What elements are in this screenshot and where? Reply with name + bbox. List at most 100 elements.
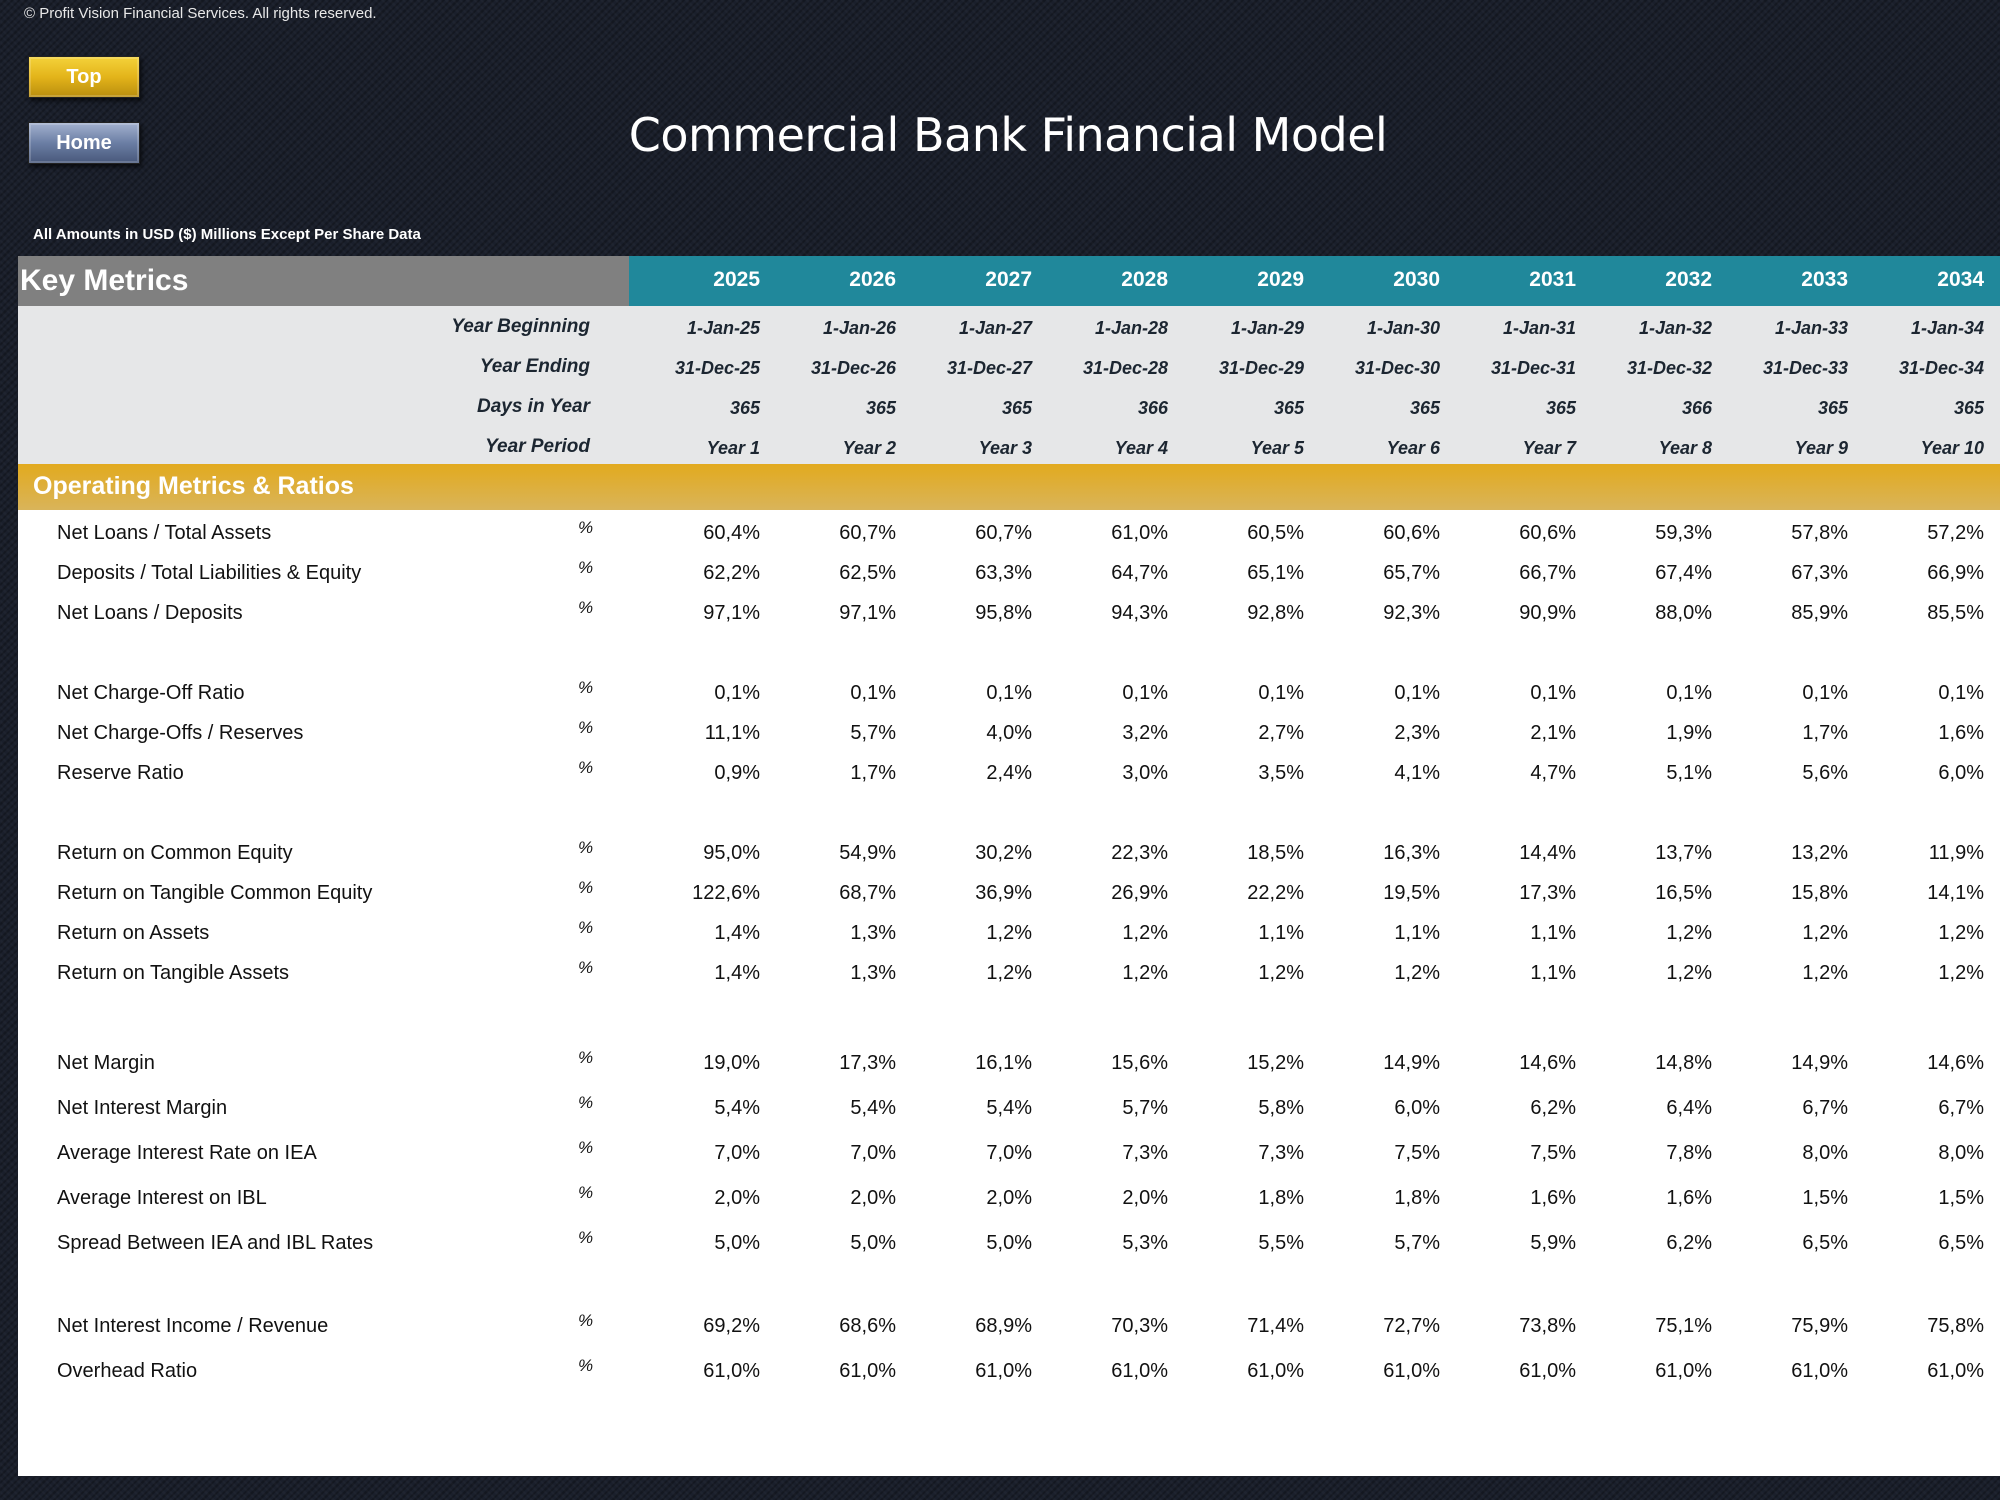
metric-value: 94,3% bbox=[1111, 602, 1168, 624]
date-cell: 1-Jan-33 bbox=[1774, 318, 1848, 338]
metric-unit: % bbox=[578, 1138, 594, 1157]
metric-value: 75,9% bbox=[1791, 1315, 1848, 1337]
top-button[interactable]: Top bbox=[28, 56, 140, 98]
metric-value: 60,6% bbox=[1383, 522, 1440, 544]
metric-label: Deposits / Total Liabilities & Equity bbox=[57, 562, 362, 584]
metric-value: 5,7% bbox=[850, 722, 896, 744]
metric-value: 122,6% bbox=[692, 882, 760, 904]
metric-label: Return on Tangible Common Equity bbox=[57, 882, 373, 904]
key-metrics-table: Key Metrics Operating Metrics & Ratios 2… bbox=[18, 256, 2000, 1476]
metric-value: 61,0% bbox=[975, 1360, 1032, 1382]
metric-value: 1,6% bbox=[1666, 1187, 1712, 1209]
metric-value: 1,2% bbox=[1938, 962, 1984, 984]
metric-value: 26,9% bbox=[1111, 882, 1168, 904]
metric-value: 0,1% bbox=[850, 682, 896, 704]
metric-value: 1,6% bbox=[1530, 1187, 1576, 1209]
metric-value: 14,4% bbox=[1519, 842, 1576, 864]
date-cell: Year 6 bbox=[1386, 438, 1440, 458]
metric-value: 95,8% bbox=[975, 602, 1032, 624]
metric-value: 61,0% bbox=[703, 1360, 760, 1382]
metric-label: Net Charge-Off Ratio bbox=[57, 682, 245, 704]
metric-unit: % bbox=[578, 678, 594, 697]
metric-value: 8,0% bbox=[1938, 1142, 1984, 1164]
metric-unit: % bbox=[578, 1093, 594, 1112]
metric-value: 0,1% bbox=[1122, 682, 1168, 704]
metric-value: 1,7% bbox=[850, 762, 896, 784]
metric-value: 1,8% bbox=[1394, 1187, 1440, 1209]
metric-value: 85,9% bbox=[1791, 602, 1848, 624]
metric-value: 5,9% bbox=[1530, 1232, 1576, 1254]
metric-value: 5,0% bbox=[986, 1232, 1032, 1254]
metric-value: 54,9% bbox=[839, 842, 896, 864]
metric-value: 0,1% bbox=[1666, 682, 1712, 704]
metric-value: 1,2% bbox=[1258, 962, 1304, 984]
metric-value: 1,5% bbox=[1938, 1187, 1984, 1209]
metric-value: 92,3% bbox=[1383, 602, 1440, 624]
metric-value: 75,1% bbox=[1655, 1315, 1712, 1337]
date-cell: 366 bbox=[1137, 398, 1168, 418]
metric-unit: % bbox=[578, 1228, 594, 1247]
metric-value: 19,0% bbox=[703, 1052, 760, 1074]
metric-value: 90,9% bbox=[1519, 602, 1576, 624]
metric-value: 0,1% bbox=[714, 682, 760, 704]
metric-value: 14,9% bbox=[1383, 1052, 1440, 1074]
metric-value: 1,2% bbox=[986, 922, 1032, 944]
date-cell: 365 bbox=[1953, 398, 1984, 418]
metric-value: 88,0% bbox=[1655, 602, 1712, 624]
metric-value: 1,4% bbox=[714, 962, 760, 984]
year-header-2028: 2028 bbox=[1121, 268, 1168, 291]
metric-label: Return on Tangible Assets bbox=[57, 962, 290, 984]
metric-value: 5,0% bbox=[714, 1232, 760, 1254]
metric-value: 2,0% bbox=[1122, 1187, 1168, 1209]
metric-label: Net Loans / Deposits bbox=[57, 602, 243, 624]
metric-value: 6,7% bbox=[1802, 1097, 1848, 1119]
metric-value: 1,6% bbox=[1938, 722, 1984, 744]
metric-value: 36,9% bbox=[975, 882, 1032, 904]
metric-value: 61,0% bbox=[1111, 522, 1168, 544]
metric-value: 1,2% bbox=[1802, 922, 1848, 944]
metric-value: 4,1% bbox=[1394, 762, 1440, 784]
metric-value: 1,1% bbox=[1530, 922, 1576, 944]
metric-value: 7,3% bbox=[1122, 1142, 1168, 1164]
metric-value: 14,6% bbox=[1519, 1052, 1576, 1074]
metric-value: 3,2% bbox=[1122, 722, 1168, 744]
date-cell: 1-Jan-34 bbox=[1910, 318, 1984, 338]
metric-value: 2,4% bbox=[986, 762, 1032, 784]
metric-value: 67,3% bbox=[1791, 562, 1848, 584]
date-cell: Year 9 bbox=[1794, 438, 1848, 458]
date-cell: Year 4 bbox=[1114, 438, 1168, 458]
year-header-2034: 2034 bbox=[1937, 268, 1984, 291]
metric-value: 15,2% bbox=[1247, 1052, 1304, 1074]
date-cell: Year 7 bbox=[1522, 438, 1576, 458]
metric-unit: % bbox=[578, 1183, 594, 1202]
metric-value: 60,5% bbox=[1247, 522, 1304, 544]
metric-value: 15,8% bbox=[1791, 882, 1848, 904]
date-row-label: Days in Year bbox=[476, 396, 590, 417]
metric-label: Overhead Ratio bbox=[57, 1360, 198, 1382]
metric-value: 1,2% bbox=[1394, 962, 1440, 984]
metric-value: 5,1% bbox=[1666, 762, 1712, 784]
year-header-2030: 2030 bbox=[1393, 268, 1440, 291]
metric-unit: % bbox=[578, 758, 594, 777]
date-cell: 1-Jan-27 bbox=[958, 318, 1032, 338]
date-cell: 31-Dec-34 bbox=[1898, 358, 1984, 378]
metric-value: 60,6% bbox=[1519, 522, 1576, 544]
metric-value: 1,2% bbox=[1122, 922, 1168, 944]
metric-value: 7,8% bbox=[1666, 1142, 1712, 1164]
metric-value: 85,5% bbox=[1927, 602, 1984, 624]
metric-value: 1,4% bbox=[714, 922, 760, 944]
metric-value: 69,2% bbox=[703, 1315, 760, 1337]
date-cell: 31-Dec-32 bbox=[1626, 358, 1712, 378]
metric-value: 72,7% bbox=[1383, 1315, 1440, 1337]
metric-value: 7,3% bbox=[1258, 1142, 1304, 1164]
metric-value: 0,1% bbox=[1802, 682, 1848, 704]
home-button[interactable]: Home bbox=[28, 122, 140, 164]
metric-value: 71,4% bbox=[1247, 1315, 1304, 1337]
date-cell: 1-Jan-28 bbox=[1094, 318, 1168, 338]
metric-value: 70,3% bbox=[1111, 1315, 1168, 1337]
metric-value: 3,0% bbox=[1122, 762, 1168, 784]
metric-value: 1,2% bbox=[1666, 922, 1712, 944]
metric-value: 5,3% bbox=[1122, 1232, 1168, 1254]
date-cell: Year 5 bbox=[1250, 438, 1304, 458]
metric-value: 73,8% bbox=[1519, 1315, 1576, 1337]
